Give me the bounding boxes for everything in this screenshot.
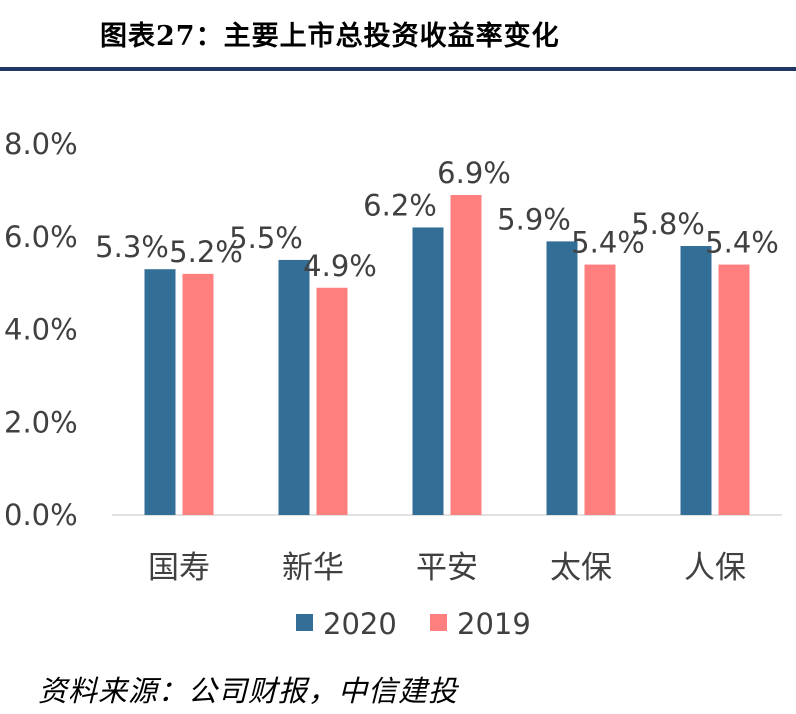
bar-2019 bbox=[182, 273, 214, 515]
bar-2020 bbox=[144, 269, 176, 515]
figure-title: 图表27：主要上市总投资收益率变化 bbox=[100, 21, 560, 52]
legend-label: 2019 bbox=[457, 607, 531, 641]
bar-2020 bbox=[412, 227, 444, 515]
bar-2019 bbox=[316, 287, 348, 515]
bar-2020 bbox=[546, 241, 578, 515]
bar-2019 bbox=[450, 195, 482, 515]
data-label: 6.2% bbox=[363, 188, 437, 222]
bar-2019 bbox=[718, 264, 750, 515]
y-tick-label: 2.0% bbox=[4, 405, 78, 439]
category-label: 太保 bbox=[550, 550, 612, 586]
category-label: 新华 bbox=[282, 550, 344, 586]
y-tick-label: 4.0% bbox=[4, 313, 78, 347]
data-label: 5.5% bbox=[229, 221, 303, 255]
legend-swatch-2020 bbox=[296, 614, 313, 631]
data-label: 5.8% bbox=[631, 207, 705, 241]
y-tick-label: 0.0% bbox=[4, 498, 78, 532]
data-label: 5.2% bbox=[169, 235, 243, 269]
bar-chart: 0.0% 2.0% 4.0% 6.0% 8.0% 5.3% 5.2% 国寿 5.5%4.9% 新华… bbox=[4, 127, 782, 641]
category-label: 人保 bbox=[684, 550, 746, 586]
category-label: 平安 bbox=[416, 550, 478, 586]
bar-2020 bbox=[680, 246, 712, 515]
data-label: 5.4% bbox=[705, 226, 779, 260]
source-note: 资料来源：公司财报，中信建投 bbox=[38, 674, 459, 708]
bar-2020 bbox=[278, 259, 310, 515]
data-label: 5.4% bbox=[571, 226, 645, 260]
category-label: 国寿 bbox=[148, 550, 210, 586]
title-rule bbox=[0, 67, 796, 71]
legend-label: 2020 bbox=[323, 607, 397, 641]
legend-swatch-2019 bbox=[430, 614, 447, 631]
data-label: 5.3% bbox=[95, 230, 169, 264]
y-tick-label: 6.0% bbox=[4, 220, 78, 254]
bar-2019 bbox=[584, 264, 616, 515]
y-tick-label: 8.0% bbox=[4, 127, 78, 161]
data-label: 5.9% bbox=[497, 202, 571, 236]
data-label: 6.9% bbox=[437, 156, 511, 190]
data-label: 4.9% bbox=[303, 249, 377, 283]
